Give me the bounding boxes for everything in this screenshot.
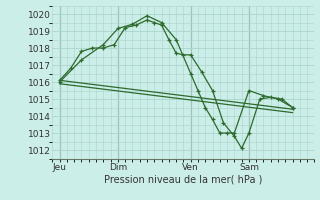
X-axis label: Pression niveau de la mer( hPa ): Pression niveau de la mer( hPa ) [104, 174, 263, 184]
